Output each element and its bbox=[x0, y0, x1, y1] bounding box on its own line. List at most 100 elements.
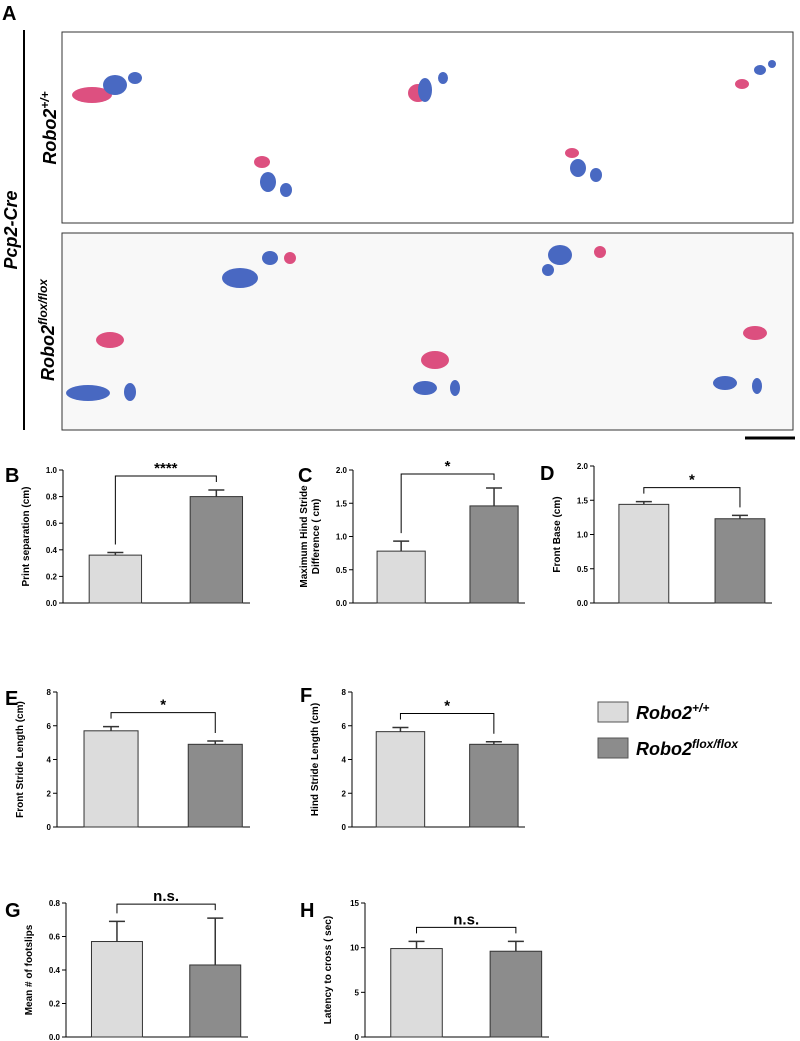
panel-label: G bbox=[5, 900, 21, 922]
error-bar bbox=[208, 489, 225, 497]
bar bbox=[714, 518, 766, 604]
y-tick-label: 2 bbox=[342, 789, 347, 798]
significance-label: * bbox=[445, 458, 451, 475]
y-tick-label: 0.0 bbox=[336, 599, 348, 608]
legend-swatch bbox=[597, 737, 629, 759]
y-tick-label: 1.0 bbox=[336, 533, 348, 542]
footprint-frame bbox=[61, 232, 794, 431]
bar bbox=[189, 496, 244, 604]
bar bbox=[88, 554, 143, 604]
y-axis-label: Latency to cross ( sec) bbox=[323, 916, 334, 1024]
y-axis-label: Mean # of footslips bbox=[24, 924, 35, 1015]
driver-label: Pcp2-Cre bbox=[1, 190, 21, 269]
bar bbox=[83, 730, 139, 828]
panel-label: A bbox=[2, 3, 16, 25]
y-tick-label: 15 bbox=[350, 899, 359, 908]
y-tick-label: 0.5 bbox=[336, 566, 348, 575]
significance-label: * bbox=[444, 697, 450, 714]
significance-bracket bbox=[114, 475, 217, 545]
y-tick-label: 2 bbox=[47, 789, 52, 798]
significance-bracket bbox=[416, 926, 517, 934]
significance-label: n.s. bbox=[153, 888, 179, 905]
y-tick-label: 0.4 bbox=[49, 966, 61, 975]
y-tick-label: 8 bbox=[47, 688, 52, 697]
footprint-frame bbox=[61, 31, 794, 224]
bar bbox=[489, 950, 543, 1038]
error-bar bbox=[486, 487, 503, 506]
panel-label: B bbox=[5, 465, 19, 487]
legend-label: Robo2+/+ bbox=[636, 701, 709, 723]
bar bbox=[390, 948, 443, 1038]
row-label-sup: flox/flox bbox=[36, 278, 50, 325]
y-tick-label: 1.0 bbox=[46, 466, 58, 475]
y-tick-label: 0.8 bbox=[49, 899, 61, 908]
y-tick-label: 0.2 bbox=[46, 572, 58, 581]
y-tick-label: 4 bbox=[342, 756, 347, 765]
y-tick-label: 0.6 bbox=[46, 519, 58, 528]
bar bbox=[375, 731, 426, 828]
error-bar bbox=[392, 726, 409, 732]
bar bbox=[90, 941, 143, 1038]
bar bbox=[469, 743, 519, 828]
error-bar bbox=[635, 500, 652, 505]
y-tick-label: 1.5 bbox=[336, 499, 348, 508]
significance-label: n.s. bbox=[453, 911, 479, 928]
y-tick-label: 5 bbox=[355, 988, 360, 997]
significance-label: * bbox=[689, 472, 695, 489]
y-axis-label: Maximum Hind Stride bbox=[299, 485, 310, 588]
y-tick-label: 2.0 bbox=[577, 462, 589, 471]
error-bar bbox=[108, 920, 125, 942]
panel-label: F bbox=[300, 685, 312, 707]
row-label-base: Robo2 bbox=[38, 325, 58, 381]
error-bar bbox=[207, 917, 224, 965]
y-tick-label: 0 bbox=[47, 823, 52, 832]
significance-bracket bbox=[116, 903, 216, 914]
bar bbox=[376, 550, 426, 604]
footprints bbox=[66, 60, 776, 401]
error-bar bbox=[107, 551, 124, 556]
y-tick-label: 0 bbox=[342, 823, 347, 832]
y-axis-label: Print separation (cm) bbox=[21, 486, 32, 586]
y-tick-label: 0 bbox=[355, 1033, 360, 1041]
y-tick-label: 0.2 bbox=[49, 1000, 61, 1009]
y-tick-label: 0.6 bbox=[49, 933, 61, 942]
y-tick-label: 1.0 bbox=[577, 531, 589, 540]
row-label: Robo2flox/flox bbox=[36, 278, 58, 381]
error-bar bbox=[507, 940, 524, 952]
y-axis-label: Front Stride Length (cm) bbox=[15, 701, 26, 818]
panel-label: C bbox=[298, 465, 312, 487]
panel-label: H bbox=[300, 900, 314, 922]
panel-label: E bbox=[5, 688, 18, 710]
y-tick-label: 0.0 bbox=[46, 599, 58, 608]
bar bbox=[189, 964, 242, 1038]
panel-label: D bbox=[540, 463, 554, 485]
y-tick-label: 8 bbox=[342, 688, 347, 697]
legend-sup: flox/flox bbox=[692, 737, 739, 751]
chart: D Front Base (cm) 0.0 0.5 1.0 1.5 2.0 * bbox=[540, 462, 772, 608]
row-label-sup: +/+ bbox=[38, 91, 52, 108]
row-label-base: Robo2 bbox=[40, 109, 60, 165]
y-axis-label: Hind Stride Length (cm) bbox=[310, 703, 321, 816]
legend-swatch bbox=[597, 701, 629, 723]
y-tick-label: 6 bbox=[47, 722, 52, 731]
y-tick-label: 0.4 bbox=[46, 546, 58, 555]
error-bar bbox=[103, 725, 120, 731]
error-bar bbox=[485, 741, 502, 745]
y-tick-label: 0.0 bbox=[49, 1033, 61, 1041]
legend-base: Robo2 bbox=[636, 703, 692, 723]
y-tick-label: 6 bbox=[342, 722, 347, 731]
y-tick-label: 0.5 bbox=[577, 565, 589, 574]
legend-sup: +/+ bbox=[692, 701, 709, 715]
y-tick-label: 4 bbox=[47, 756, 52, 765]
significance-bracket bbox=[399, 712, 495, 734]
bar bbox=[618, 503, 670, 604]
error-bar bbox=[393, 540, 410, 552]
y-tick-label: 2.0 bbox=[336, 466, 348, 475]
y-tick-label: 0.0 bbox=[577, 599, 589, 608]
y-tick-label: 1.5 bbox=[577, 496, 589, 505]
row-label: Robo2+/+ bbox=[38, 91, 60, 164]
